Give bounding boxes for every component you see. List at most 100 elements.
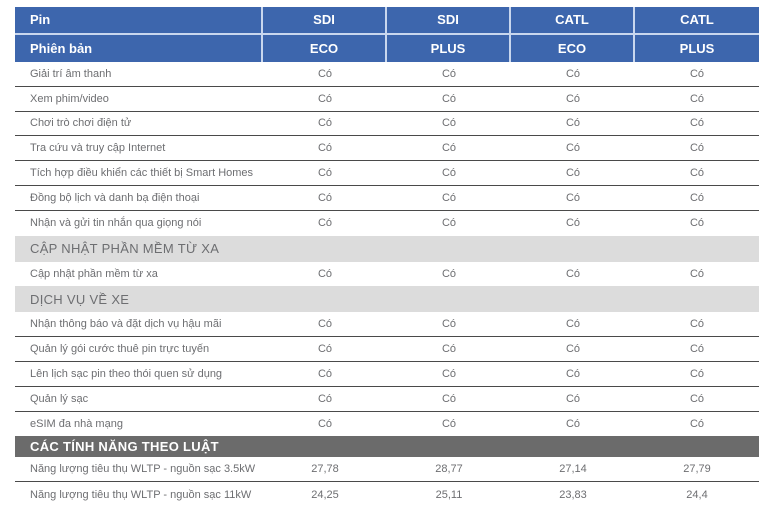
header-cell: ECO [511, 34, 635, 62]
feature-value: 28,77 [435, 463, 463, 476]
feature-value: 27,78 [311, 463, 339, 476]
section-header-row: DỊCH VỤ VỀ XE [15, 286, 759, 313]
feature-value: Có [441, 142, 457, 155]
feature-value: Có [689, 318, 705, 331]
header-cell: PLUS [679, 40, 715, 56]
feature-value: Có [689, 217, 705, 230]
feature-value: Có [317, 267, 333, 280]
feature-value: Có [441, 92, 457, 105]
feature-value: Có [565, 92, 581, 105]
feature-value: Có [565, 318, 581, 331]
table-row: Năng lượng tiêu thụ WLTP - nguồn sạc 11k… [15, 482, 759, 507]
feature-value: Có [441, 167, 457, 180]
feature-label: Năng lượng tiêu thụ WLTP - nguồn sạc 11k… [30, 488, 252, 501]
feature-label: Tích hợp điều khiển các thiết bị Smart H… [30, 167, 254, 180]
header-cell: ECO [263, 34, 387, 62]
header-cell: SDI [263, 7, 387, 35]
feature-value: Có [317, 117, 333, 130]
feature-value: Có [689, 267, 705, 280]
table-row: Quản lý sạc Có Có Có Có [15, 387, 759, 412]
feature-label: Cập nhật phần mềm từ xa [30, 267, 158, 280]
table-row: Nhận thông báo và đặt dịch vụ hậu mãi Có C… [15, 312, 759, 338]
table-row: Quản lý gói cước thuê pin trực tuyến Có Có… [15, 337, 759, 362]
table-row: Tích hợp điều khiển các thiết bị Smart H… [15, 161, 759, 186]
feature-label: eSIM đa nhà mạng [30, 417, 123, 430]
feature-label: Tra cứu và truy cập Internet [30, 142, 166, 155]
feature-value: Có [689, 191, 705, 204]
feature-value: Có [689, 343, 705, 356]
feature-value: Có [565, 67, 581, 80]
feature-value: Có [317, 191, 333, 204]
table-row: Cập nhật phần mềm từ xa Có Có Có Có [15, 262, 759, 287]
table-row: Xem phim/video Có Có Có Có [15, 87, 759, 112]
feature-value: Có [441, 217, 457, 230]
feature-value: Có [441, 343, 457, 356]
feature-value: Có [441, 117, 457, 130]
feature-label: Lên lịch sạc pin theo thói quen sử dụng [30, 367, 223, 380]
feature-value: 24,25 [311, 488, 339, 501]
table-body: Giải trí âm thanh Có Có Có Có Xem phim/video C… [15, 62, 759, 507]
feature-value: Có [441, 191, 457, 204]
table-row: Chơi trò chơi điện tử Có Có Có Có [15, 112, 759, 137]
feature-value: Có [689, 392, 705, 405]
feature-value: Có [689, 167, 705, 180]
feature-value: Có [317, 392, 333, 405]
table-row: Đồng bộ lịch và danh bạ điện thoại Có Có Có… [15, 186, 759, 211]
table-row: Lên lịch sạc pin theo thói quen sử dụng C… [15, 362, 759, 387]
feature-value: Có [689, 417, 705, 430]
feature-value: Có [441, 67, 457, 80]
feature-label: Nhận và gửi tin nhắn qua giọng nói [30, 217, 202, 230]
feature-value: Có [565, 191, 581, 204]
feature-value: Có [317, 142, 333, 155]
feature-value: Có [441, 318, 457, 331]
header-cell: Pin [15, 7, 263, 35]
feature-value: Có [689, 67, 705, 80]
feature-value: Có [317, 343, 333, 356]
feature-label: Năng lượng tiêu thụ WLTP - nguồn sạc 3.5… [30, 463, 256, 476]
table-row: Năng lượng tiêu thụ WLTP - nguồn sạc 3.5… [15, 457, 759, 483]
feature-label: Xem phim/video [30, 92, 109, 105]
table-header: Pin SDI SDI CATL CATL Phiên bản ECO PLUS ECO PLUS [15, 7, 759, 62]
feature-label: Nhận thông báo và đặt dịch vụ hậu mãi [30, 318, 222, 331]
header-cell: CATL [635, 7, 759, 35]
feature-value: Có [689, 117, 705, 130]
header-row: Phiên bản ECO PLUS ECO PLUS [15, 34, 759, 62]
feature-value: Có [317, 167, 333, 180]
feature-value: Có [565, 367, 581, 380]
feature-value: Có [317, 92, 333, 105]
feature-value: Có [689, 367, 705, 380]
feature-value: 23,83 [559, 488, 587, 501]
section-header-row: CẬP NHẬT PHẦN MỀM TỪ XA [15, 235, 759, 262]
section-header-row: CÁC TÍNH NĂNG THEO LUẬT [15, 436, 759, 458]
feature-value: Có [689, 142, 705, 155]
feature-value: 27,79 [683, 463, 711, 476]
feature-value: Có [317, 318, 333, 331]
feature-label: Quản lý gói cước thuê pin trực tuyến [30, 343, 210, 356]
header-cell: CATL [511, 7, 635, 35]
feature-value: Có [317, 417, 333, 430]
feature-value: Có [317, 217, 333, 230]
feature-label: Quản lý sạc [30, 392, 89, 405]
feature-value: Có [565, 417, 581, 430]
table-row: Nhận và gửi tin nhắn qua giọng nói Có Có Có… [15, 211, 759, 236]
feature-value: Có [441, 267, 457, 280]
header-row: Pin SDI SDI CATL CATL [15, 7, 759, 35]
spec-comparison-table: Pin SDI SDI CATL CATL Phiên bản ECO PLUS ECO PLUS… [15, 7, 759, 507]
feature-value: Có [317, 367, 333, 380]
feature-value: Có [565, 117, 581, 130]
feature-value: Có [689, 92, 705, 105]
feature-value: Có [317, 67, 333, 80]
feature-value: Có [565, 392, 581, 405]
table-row: Giải trí âm thanh Có Có Có Có [15, 62, 759, 87]
feature-label: Đồng bộ lịch và danh bạ điện thoại [30, 191, 200, 204]
feature-value: Có [565, 142, 581, 155]
feature-value: Có [565, 267, 581, 280]
header-cell: Phiên bản [15, 34, 263, 62]
feature-value: 25,11 [435, 488, 463, 501]
feature-value: 24,4 [686, 488, 708, 501]
feature-label: Giải trí âm thanh [30, 67, 112, 80]
header-cell: SDI [387, 7, 511, 35]
feature-value: 27,14 [559, 463, 587, 476]
table-row: eSIM đa nhà mạng Có Có Có Có [15, 412, 759, 437]
feature-label: Chơi trò chơi điện tử [30, 117, 132, 130]
